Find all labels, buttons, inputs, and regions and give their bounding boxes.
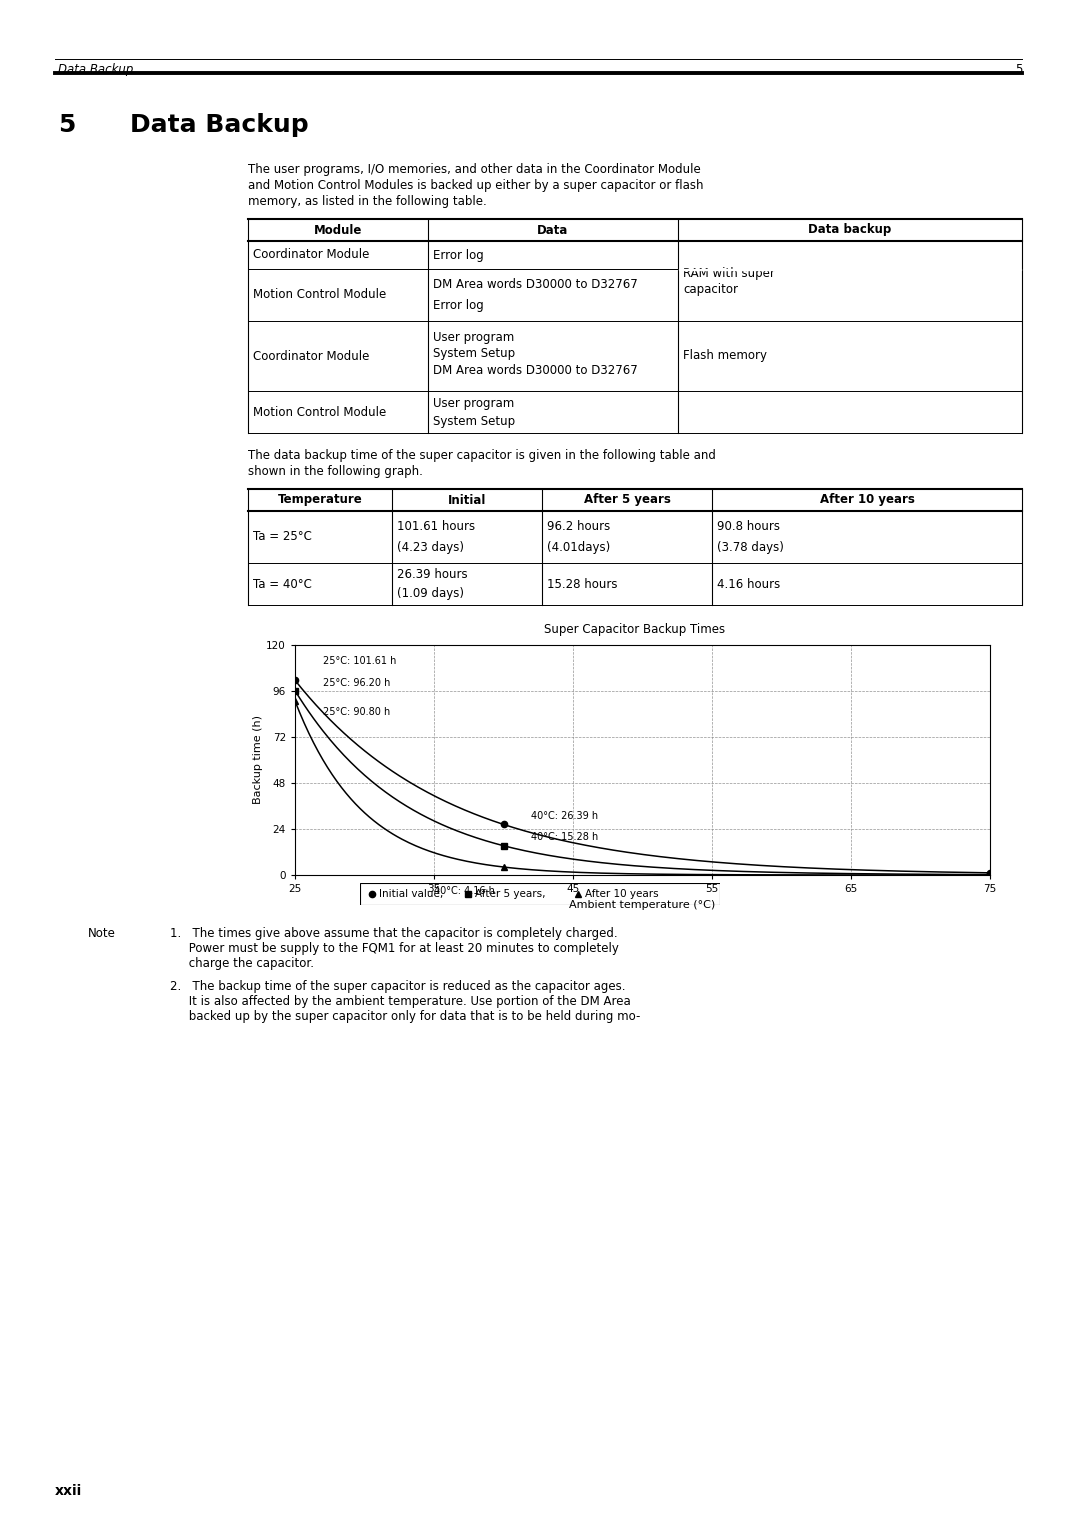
Text: (4.01days): (4.01days) bbox=[546, 541, 610, 553]
Text: Module: Module bbox=[314, 223, 362, 237]
Text: 25°C: 90.80 h: 25°C: 90.80 h bbox=[323, 707, 390, 717]
Text: DM Area words D30000 to D32767: DM Area words D30000 to D32767 bbox=[433, 278, 638, 292]
Text: Flash memory: Flash memory bbox=[683, 350, 767, 362]
Text: Coordinator Module: Coordinator Module bbox=[253, 249, 369, 261]
Text: After 5 years: After 5 years bbox=[583, 494, 671, 506]
Text: 4.16 hours: 4.16 hours bbox=[717, 578, 780, 590]
Text: 101.61 hours: 101.61 hours bbox=[397, 521, 475, 533]
Text: Error log: Error log bbox=[433, 298, 484, 312]
Text: User program: User program bbox=[433, 332, 514, 344]
Text: (4.23 days): (4.23 days) bbox=[397, 541, 464, 553]
Text: RAM with super: RAM with super bbox=[683, 266, 774, 280]
Text: After 10 years: After 10 years bbox=[585, 889, 659, 898]
Text: Coordinator Module: Coordinator Module bbox=[253, 350, 369, 362]
Text: charge the capacitor.: charge the capacitor. bbox=[170, 957, 314, 970]
Text: System Setup: System Setup bbox=[433, 414, 515, 428]
Text: 40°C: 15.28 h: 40°C: 15.28 h bbox=[531, 833, 598, 842]
Text: Data backup: Data backup bbox=[808, 223, 892, 237]
Text: 25°C: 101.61 h: 25°C: 101.61 h bbox=[323, 656, 396, 666]
Text: Ta = 40°C: Ta = 40°C bbox=[253, 578, 312, 590]
Text: 25°C: 96.20 h: 25°C: 96.20 h bbox=[323, 678, 390, 688]
Text: Note: Note bbox=[87, 927, 116, 940]
Text: backed up by the super capacitor only for data that is to be held during mo-: backed up by the super capacitor only fo… bbox=[170, 1010, 640, 1024]
Text: 5: 5 bbox=[58, 113, 76, 138]
Text: Power must be supply to the FQM1 for at least 20 minutes to completely: Power must be supply to the FQM1 for at … bbox=[170, 941, 619, 955]
X-axis label: Ambient temperature (°C): Ambient temperature (°C) bbox=[569, 900, 716, 909]
Text: (1.09 days): (1.09 days) bbox=[397, 587, 464, 601]
Text: Error log: Error log bbox=[433, 249, 484, 261]
Text: capacitor: capacitor bbox=[683, 283, 738, 295]
Text: After 5 years,: After 5 years, bbox=[475, 889, 545, 898]
Text: System Setup: System Setup bbox=[433, 347, 515, 361]
Text: It is also affected by the ambient temperature. Use portion of the DM Area: It is also affected by the ambient tempe… bbox=[170, 995, 631, 1008]
Text: xxii: xxii bbox=[55, 1484, 82, 1497]
Text: Motion Control Module: Motion Control Module bbox=[253, 289, 387, 301]
Text: 5: 5 bbox=[1014, 63, 1022, 76]
Text: (3.78 days): (3.78 days) bbox=[717, 541, 784, 553]
Text: 40°C: 4.16 h: 40°C: 4.16 h bbox=[434, 886, 495, 897]
Text: 26.39 hours: 26.39 hours bbox=[397, 567, 468, 581]
Text: User program: User program bbox=[433, 396, 514, 410]
Text: Data: Data bbox=[538, 223, 569, 237]
Text: and Motion Control Modules is backed up either by a super capacitor or flash: and Motion Control Modules is backed up … bbox=[248, 179, 703, 193]
Text: The data backup time of the super capacitor is given in the following table and: The data backup time of the super capaci… bbox=[248, 449, 716, 461]
Text: Ta = 25°C: Ta = 25°C bbox=[253, 530, 312, 544]
Text: shown in the following graph.: shown in the following graph. bbox=[248, 465, 423, 478]
Text: 40°C: 26.39 h: 40°C: 26.39 h bbox=[531, 811, 598, 822]
Text: DM Area words D30000 to D32767: DM Area words D30000 to D32767 bbox=[433, 364, 638, 376]
Text: 1.   The times give above assume that the capacitor is completely charged.: 1. The times give above assume that the … bbox=[170, 927, 618, 940]
Text: 90.8 hours: 90.8 hours bbox=[717, 521, 780, 533]
Text: 96.2 hours: 96.2 hours bbox=[546, 521, 610, 533]
Text: Data Backup: Data Backup bbox=[130, 113, 309, 138]
Text: memory, as listed in the following table.: memory, as listed in the following table… bbox=[248, 196, 487, 208]
Text: After 10 years: After 10 years bbox=[820, 494, 915, 506]
Text: Data Backup: Data Backup bbox=[58, 63, 133, 76]
Text: 15.28 hours: 15.28 hours bbox=[546, 578, 618, 590]
Text: Temperature: Temperature bbox=[278, 494, 363, 506]
Text: 2.   The backup time of the super capacitor is reduced as the capacitor ages.: 2. The backup time of the super capacito… bbox=[170, 979, 625, 993]
Text: Initial value,: Initial value, bbox=[379, 889, 443, 898]
Text: Motion Control Module: Motion Control Module bbox=[253, 405, 387, 419]
Text: Initial: Initial bbox=[448, 494, 486, 506]
Text: The user programs, I/O memories, and other data in the Coordinator Module: The user programs, I/O memories, and oth… bbox=[248, 163, 701, 176]
Text: Super Capacitor Backup Times: Super Capacitor Backup Times bbox=[544, 623, 726, 636]
Y-axis label: Backup time (h): Backup time (h) bbox=[254, 715, 264, 805]
